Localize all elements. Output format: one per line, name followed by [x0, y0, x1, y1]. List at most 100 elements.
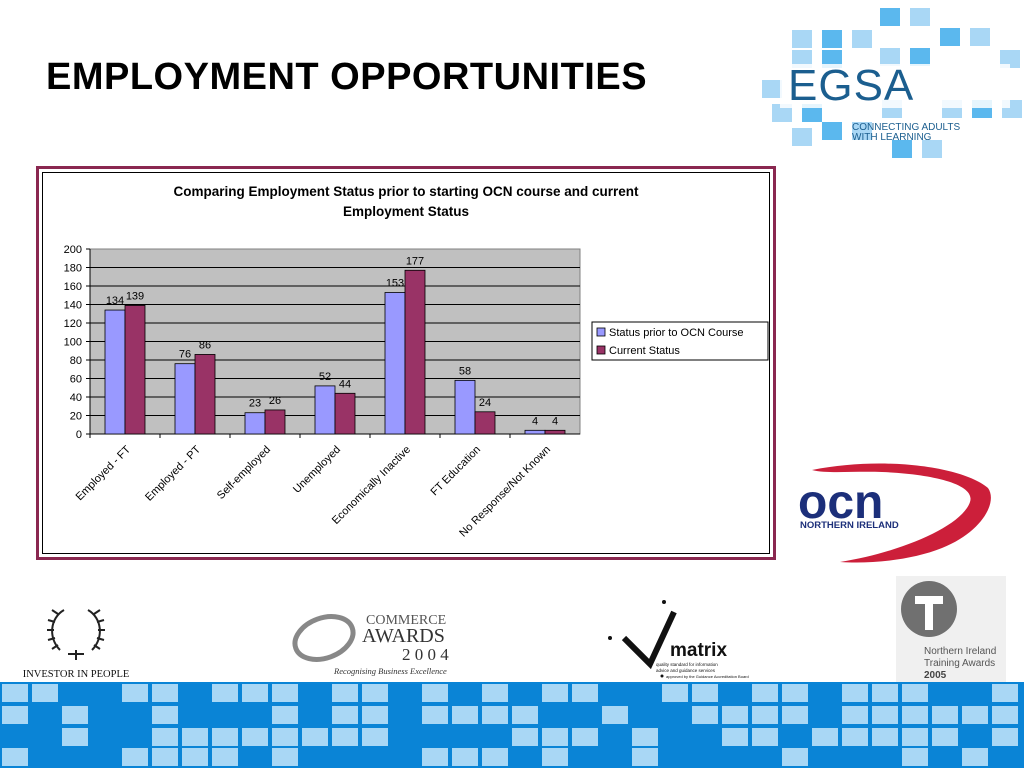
- egsa-tile: [880, 48, 900, 66]
- egsa-text-backdrop: [780, 64, 1010, 108]
- strip-tile: [722, 728, 748, 746]
- strip-tile: [152, 684, 178, 702]
- matrix-line-1: quality standard for information: [656, 662, 718, 667]
- ecommerce-line-2: AWARDS: [362, 625, 445, 647]
- strip-tile: [2, 684, 28, 702]
- chart-frame: [36, 166, 776, 560]
- strip-tile: [212, 748, 238, 766]
- strip-tile: [422, 748, 448, 766]
- strip-tile: [452, 748, 478, 766]
- egsa-logo-text: EGSA: [788, 61, 914, 110]
- ocn-subtitle: NORTHERN IRELAND: [800, 520, 899, 531]
- matrix-line-2: advice and guidance services: [656, 668, 716, 673]
- egsa-tile: [922, 140, 942, 158]
- strip-tile: [152, 706, 178, 724]
- strip-tile: [842, 728, 868, 746]
- strip-tile: [122, 684, 148, 702]
- strip-tile: [572, 684, 598, 702]
- investor-in-people-logo: INVESTOR IN PEOPLE: [23, 609, 130, 680]
- laurel-wreath-icon: [47, 609, 105, 660]
- strip-tile: [542, 748, 568, 766]
- strip-tile: [272, 748, 298, 766]
- strip-tile: [272, 728, 298, 746]
- egsa-logo: EGSA CONNECTING ADULTS WITH LEARNING: [762, 8, 1022, 158]
- strip-tile: [542, 728, 568, 746]
- strip-tile: [662, 684, 688, 702]
- strip-tile: [482, 706, 508, 724]
- strip-tile: [482, 684, 508, 702]
- egsa-tile: [792, 30, 812, 48]
- egsa-tile: [802, 104, 822, 122]
- strip-tile: [242, 684, 268, 702]
- strip-tile: [422, 684, 448, 702]
- strip-tile: [902, 706, 928, 724]
- strip-tile: [2, 706, 28, 724]
- strip-tile: [902, 748, 928, 766]
- strip-tile: [872, 684, 898, 702]
- strip-tile: [152, 748, 178, 766]
- strip-tile: [362, 728, 388, 746]
- egsa-tile: [792, 128, 812, 146]
- strip-tile: [932, 706, 958, 724]
- strip-tile: [32, 684, 58, 702]
- checkmark-icon: [621, 610, 677, 670]
- ecommerce-caption: Recognising Business Excellence: [333, 666, 447, 676]
- matrix-text: matrix: [670, 640, 727, 661]
- ocn-logo-text: ocn: [798, 476, 883, 529]
- ocn-logo: ocn NORTHERN IRELAND: [798, 463, 991, 563]
- strip-tile: [482, 748, 508, 766]
- strip-tile: [2, 748, 28, 766]
- strip-tile: [992, 684, 1018, 702]
- egsa-tile: [910, 48, 930, 66]
- strip-tile: [152, 728, 178, 746]
- egsa-tile: [940, 28, 960, 46]
- strip-tile: [782, 684, 808, 702]
- strip-tile: [212, 684, 238, 702]
- strip-tile: [512, 706, 538, 724]
- strip-tile: [272, 684, 298, 702]
- iip-caption: INVESTOR IN PEOPLE: [23, 669, 130, 680]
- strip-tile: [452, 706, 478, 724]
- egsa-tile: [892, 140, 912, 158]
- egsa-tile: [910, 8, 930, 26]
- chart-inner-border: [42, 172, 770, 554]
- slide-title: EMPLOYMENT OPPORTUNITIES: [46, 56, 648, 98]
- strip-tile: [962, 706, 988, 724]
- strip-tile: [212, 728, 238, 746]
- strip-tile: [122, 748, 148, 766]
- strip-tile: [182, 748, 208, 766]
- strip-tile: [602, 706, 628, 724]
- strip-tile: [332, 684, 358, 702]
- e-swoosh-icon: [292, 614, 356, 662]
- ni-training-line-1: Northern Ireland: [924, 646, 996, 657]
- ni-training-awards-logo: Northern Ireland Training Awards 2005: [896, 576, 1006, 682]
- strip-tile: [752, 706, 778, 724]
- matrix-logo: matrix quality standard for information …: [608, 600, 749, 679]
- strip-tile: [62, 706, 88, 724]
- strip-tile: [302, 728, 328, 746]
- egsa-tile: [880, 8, 900, 26]
- strip-tile: [542, 684, 568, 702]
- matrix-line-3: approved by the Guidance Accreditation B…: [666, 674, 749, 679]
- ocn-swoosh: [812, 463, 991, 563]
- strip-tile: [812, 728, 838, 746]
- strip-tile: [782, 706, 808, 724]
- egsa-tile: [822, 122, 842, 140]
- strip-tile: [902, 728, 928, 746]
- strip-tile: [872, 728, 898, 746]
- strip-tile: [182, 728, 208, 746]
- strip-tile: [572, 728, 598, 746]
- egsa-tile: [822, 50, 842, 68]
- egsa-tile: [852, 122, 872, 140]
- strip-tile: [962, 748, 988, 766]
- strip-tile: [992, 728, 1018, 746]
- strip-tile: [512, 728, 538, 746]
- strip-tile: [692, 684, 718, 702]
- ni-training-year: 2005: [924, 670, 947, 681]
- egsa-tile: [852, 30, 872, 48]
- strip-tile: [902, 684, 928, 702]
- egsa-tagline-2: WITH LEARNING: [852, 132, 932, 143]
- strip-tile: [362, 684, 388, 702]
- strip-tile: [332, 728, 358, 746]
- ecommerce-line-1: COMMERCE: [366, 613, 446, 628]
